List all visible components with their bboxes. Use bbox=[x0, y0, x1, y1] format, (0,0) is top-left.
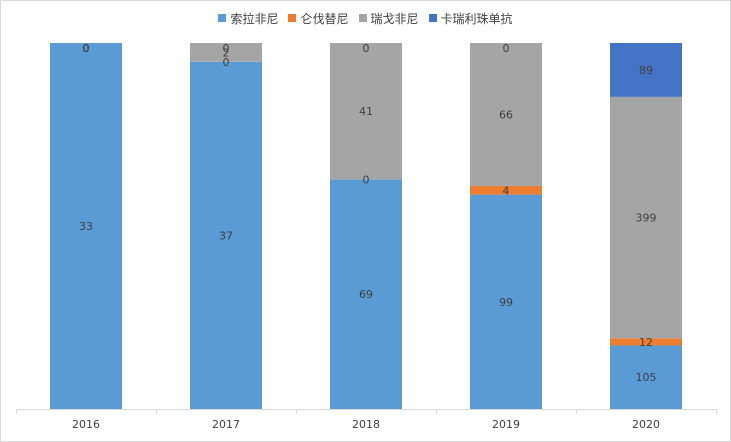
data-label: 0 bbox=[363, 42, 370, 55]
bar-segment bbox=[470, 43, 542, 186]
bar-segment bbox=[50, 43, 122, 409]
data-label: 0 bbox=[503, 42, 510, 55]
legend-item: 索拉非尼 bbox=[218, 10, 278, 27]
bar-segment bbox=[330, 43, 402, 180]
legend-swatch bbox=[218, 14, 227, 22]
bar-segment bbox=[610, 345, 682, 409]
x-tick-label: 2019 bbox=[492, 418, 520, 431]
data-label: 37 bbox=[219, 229, 233, 242]
legend-item: 瑞戈非尼 bbox=[358, 10, 419, 27]
bar-segment bbox=[190, 43, 262, 62]
legend-label: 卡瑞利珠单抗 bbox=[440, 11, 513, 26]
legend-swatch bbox=[358, 14, 367, 22]
data-label: 12 bbox=[639, 336, 653, 349]
bar-segment bbox=[190, 61, 262, 410]
legend-swatch bbox=[288, 14, 297, 22]
bar-segment bbox=[610, 43, 682, 97]
data-label: 105 bbox=[636, 371, 657, 384]
data-label: 66 bbox=[499, 108, 513, 121]
data-label: 99 bbox=[499, 296, 513, 309]
bar-segment bbox=[610, 338, 682, 346]
x-tick-label: 2018 bbox=[352, 418, 380, 431]
data-label: 41 bbox=[359, 105, 373, 118]
data-label: 0 bbox=[83, 42, 90, 55]
data-label: 0 bbox=[83, 42, 90, 55]
bar-segment bbox=[330, 179, 402, 409]
data-label: 33 bbox=[79, 220, 93, 233]
legend-item: 仑伐替尼 bbox=[288, 10, 349, 27]
x-tick-label: 2020 bbox=[632, 418, 660, 431]
bar-segment bbox=[470, 185, 542, 195]
x-tick-label: 2016 bbox=[72, 418, 100, 431]
legend-item: 卡瑞利珠单抗 bbox=[428, 10, 513, 27]
data-label: 89 bbox=[639, 64, 653, 77]
data-label: 0 bbox=[363, 173, 370, 186]
legend-swatch bbox=[428, 14, 437, 22]
chart-legend: 索拉非尼 仑伐替尼 瑞戈非尼 卡瑞利珠单抗 bbox=[0, 8, 731, 28]
data-label: 4 bbox=[503, 184, 510, 197]
bar-segment bbox=[470, 194, 542, 409]
data-label: 0 bbox=[83, 42, 90, 55]
bar-segment bbox=[610, 96, 682, 339]
data-label: 0 bbox=[223, 42, 230, 55]
legend-label: 仑伐替尼 bbox=[300, 11, 349, 26]
data-label: 0 bbox=[223, 56, 230, 69]
legend-label: 瑞戈非尼 bbox=[370, 11, 419, 26]
data-label: 2 bbox=[223, 46, 230, 59]
legend-label: 索拉非尼 bbox=[230, 11, 279, 26]
data-label: 399 bbox=[636, 212, 657, 225]
data-label: 69 bbox=[359, 288, 373, 301]
x-tick-label: 2017 bbox=[212, 418, 240, 431]
